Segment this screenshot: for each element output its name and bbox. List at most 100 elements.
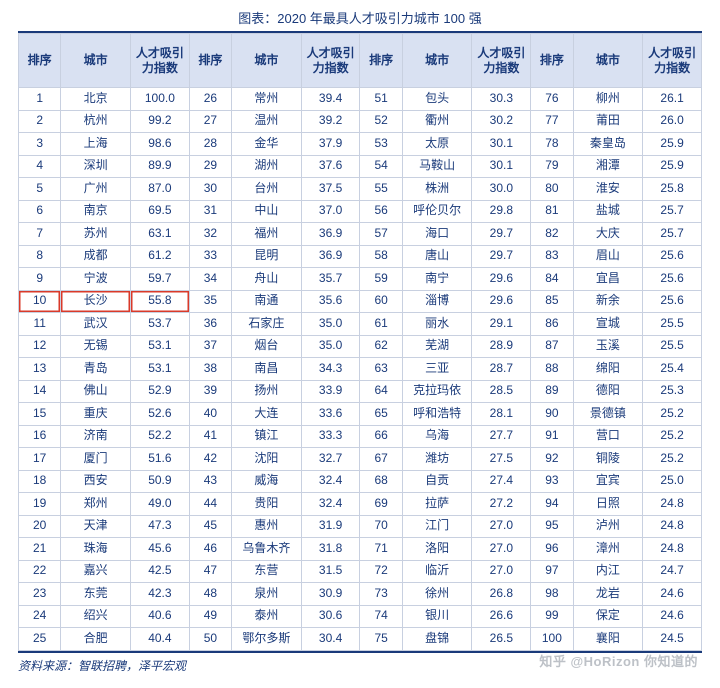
cell-rank: 10: [19, 290, 61, 313]
cell-rank: 99: [531, 605, 573, 628]
cell-rank: 44: [189, 493, 231, 516]
cell-rank: 85: [531, 290, 573, 313]
cell-score: 42.5: [131, 560, 190, 583]
cell-city: 临沂: [402, 560, 472, 583]
cell-city: 镇江: [232, 425, 302, 448]
cell-rank: 61: [360, 313, 402, 336]
cell-rank: 72: [360, 560, 402, 583]
cell-score: 29.7: [472, 245, 531, 268]
cell-score: 61.2: [131, 245, 190, 268]
cell-city: 南通: [232, 290, 302, 313]
table-row: 13青岛53.138南昌34.363三亚28.788绵阳25.4: [19, 358, 702, 381]
cell-rank: 6: [19, 200, 61, 223]
cell-rank: 87: [531, 335, 573, 358]
cell-score: 28.7: [472, 358, 531, 381]
cell-score: 33.9: [301, 380, 360, 403]
cell-city: 莆田: [573, 110, 643, 133]
cell-score: 28.1: [472, 403, 531, 426]
cell-score: 42.3: [131, 583, 190, 606]
cell-rank: 17: [19, 448, 61, 471]
cell-city: 温州: [232, 110, 302, 133]
cell-rank: 82: [531, 223, 573, 246]
cell-city: 南宁: [402, 268, 472, 291]
cell-city: 景德镇: [573, 403, 643, 426]
cell-city: 合肥: [61, 628, 131, 651]
cell-score: 28.9: [472, 335, 531, 358]
header-score: 人才吸引力指数: [301, 34, 360, 88]
cell-score: 36.9: [301, 245, 360, 268]
cell-score: 25.9: [643, 155, 702, 178]
cell-score: 27.4: [472, 470, 531, 493]
cell-city: 大连: [232, 403, 302, 426]
cell-rank: 22: [19, 560, 61, 583]
cell-rank: 27: [189, 110, 231, 133]
cell-score: 25.8: [643, 178, 702, 201]
cell-score: 25.6: [643, 290, 702, 313]
cell-city: 青岛: [61, 358, 131, 381]
cell-rank: 5: [19, 178, 61, 201]
cell-rank: 90: [531, 403, 573, 426]
cell-city: 郑州: [61, 493, 131, 516]
cell-score: 35.0: [301, 313, 360, 336]
cell-score: 36.9: [301, 223, 360, 246]
table-row: 7苏州63.132福州36.957海口29.782大庆25.7: [19, 223, 702, 246]
header-rank: 排序: [531, 34, 573, 88]
cell-city: 漳州: [573, 538, 643, 561]
cell-score: 59.7: [131, 268, 190, 291]
cell-score: 32.4: [301, 470, 360, 493]
cell-city: 克拉玛依: [402, 380, 472, 403]
cell-rank: 63: [360, 358, 402, 381]
header-city: 城市: [573, 34, 643, 88]
table-row: 23东莞42.348泉州30.973徐州26.898龙岩24.6: [19, 583, 702, 606]
cell-city: 昆明: [232, 245, 302, 268]
table-row: 14佛山52.939扬州33.964克拉玛依28.589德阳25.3: [19, 380, 702, 403]
cell-city: 沈阳: [232, 448, 302, 471]
cell-rank: 62: [360, 335, 402, 358]
cell-city: 潍坊: [402, 448, 472, 471]
cell-city: 盐城: [573, 200, 643, 223]
cell-score: 98.6: [131, 133, 190, 156]
cell-rank: 81: [531, 200, 573, 223]
cell-rank: 71: [360, 538, 402, 561]
cell-city: 乌鲁木齐: [232, 538, 302, 561]
cell-score: 25.2: [643, 448, 702, 471]
cell-score: 50.9: [131, 470, 190, 493]
cell-score: 37.9: [301, 133, 360, 156]
cell-rank: 14: [19, 380, 61, 403]
cell-rank: 25: [19, 628, 61, 651]
cell-city: 芜湖: [402, 335, 472, 358]
cell-score: 26.1: [643, 88, 702, 111]
cell-rank: 9: [19, 268, 61, 291]
cell-score: 63.1: [131, 223, 190, 246]
cell-city: 株洲: [402, 178, 472, 201]
table-row: 8成都61.233昆明36.958唐山29.783眉山25.6: [19, 245, 702, 268]
cell-city: 柳州: [573, 88, 643, 111]
cell-city: 佛山: [61, 380, 131, 403]
cell-rank: 41: [189, 425, 231, 448]
cell-score: 25.3: [643, 380, 702, 403]
cell-rank: 73: [360, 583, 402, 606]
cell-score: 25.7: [643, 200, 702, 223]
cell-score: 27.0: [472, 560, 531, 583]
cell-rank: 45: [189, 515, 231, 538]
cell-city: 泸州: [573, 515, 643, 538]
cell-city: 宣城: [573, 313, 643, 336]
cell-city: 保定: [573, 605, 643, 628]
cell-score: 69.5: [131, 200, 190, 223]
cell-rank: 32: [189, 223, 231, 246]
cell-rank: 24: [19, 605, 61, 628]
cell-city: 乌海: [402, 425, 472, 448]
cell-city: 扬州: [232, 380, 302, 403]
cell-city: 北京: [61, 88, 131, 111]
cell-score: 89.9: [131, 155, 190, 178]
cell-rank: 33: [189, 245, 231, 268]
cell-score: 30.2: [472, 110, 531, 133]
cell-city: 绍兴: [61, 605, 131, 628]
cell-city: 西安: [61, 470, 131, 493]
cell-rank: 3: [19, 133, 61, 156]
header-city: 城市: [61, 34, 131, 88]
page-container: 图表：2020 年最具人才吸引力城市 100 强 排序 城市 人才吸引力指数 排…: [0, 0, 720, 674]
cell-rank: 69: [360, 493, 402, 516]
cell-city: 威海: [232, 470, 302, 493]
cell-score: 26.0: [643, 110, 702, 133]
